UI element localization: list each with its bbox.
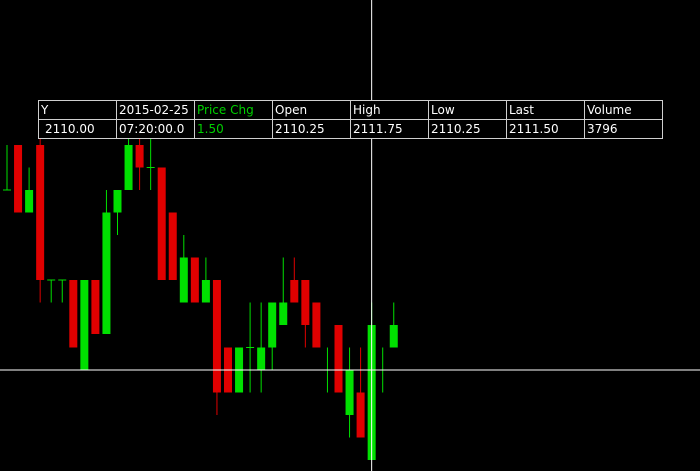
candle	[157, 167, 166, 280]
header-date: 2015-02-25	[116, 100, 195, 120]
candle-body	[290, 280, 299, 303]
candle-body	[190, 257, 199, 303]
candle-body	[25, 190, 34, 213]
candle	[201, 257, 210, 303]
value-volume: 3796	[584, 119, 663, 139]
candle-body	[69, 280, 78, 348]
candle	[179, 235, 188, 303]
candle	[3, 145, 11, 191]
candle	[25, 167, 34, 213]
candle-body	[345, 370, 354, 415]
candle	[190, 257, 199, 303]
candle-body	[36, 145, 45, 280]
candle	[334, 325, 343, 393]
candle-body	[135, 145, 144, 168]
candle	[91, 280, 100, 334]
candle	[113, 190, 122, 235]
value-open: 2110.25	[272, 119, 351, 139]
candle	[257, 302, 266, 393]
header-high: High	[350, 100, 429, 120]
value-last: 2111.50	[506, 119, 585, 139]
candle-body	[157, 167, 166, 280]
candle	[47, 279, 56, 303]
candle-body	[257, 347, 266, 370]
candle	[80, 280, 89, 370]
candle-body	[389, 325, 398, 348]
candle-body	[212, 280, 221, 393]
candle	[246, 302, 255, 393]
value-high: 2111.75	[350, 119, 429, 139]
candle	[168, 212, 177, 280]
candle	[356, 347, 365, 438]
info-value-row: 2110.00 07:20:00.0 1.50 2110.25 2111.75 …	[38, 119, 663, 139]
candle-body	[91, 280, 100, 334]
candle	[69, 280, 78, 348]
value-y: 2110.00	[38, 119, 117, 139]
candle-body	[312, 302, 321, 348]
info-header-row: Y 2015-02-25 Price Chg Open High Low Las…	[38, 100, 663, 120]
candle	[389, 302, 398, 348]
candle-body	[334, 325, 343, 393]
candle	[58, 279, 67, 303]
candle	[36, 122, 45, 303]
candle	[312, 302, 321, 348]
candle-body	[113, 190, 122, 213]
candle-body	[268, 302, 277, 348]
candle-body	[201, 280, 210, 303]
candle	[345, 347, 354, 438]
crosshair-info-table: Y 2015-02-25 Price Chg Open High Low Las…	[38, 100, 663, 139]
candle	[212, 280, 221, 415]
header-y: Y	[38, 100, 117, 120]
candle	[290, 257, 299, 303]
candle-body	[168, 212, 177, 280]
header-volume: Volume	[584, 100, 663, 120]
candle-body	[179, 257, 188, 303]
candle	[279, 257, 288, 325]
candle	[268, 302, 277, 370]
candle	[14, 145, 23, 213]
candle-body	[356, 392, 365, 438]
candle-body	[279, 302, 288, 325]
header-low: Low	[428, 100, 507, 120]
candle-body	[80, 280, 89, 370]
value-time: 07:20:00.0	[116, 119, 195, 139]
candle	[301, 280, 310, 348]
header-last: Last	[506, 100, 585, 120]
header-price-chg: Price Chg	[194, 100, 273, 120]
candle	[102, 190, 111, 334]
candle-body	[102, 212, 111, 334]
value-low: 2110.25	[428, 119, 507, 139]
candle-body	[124, 145, 133, 190]
candle-body	[301, 280, 310, 325]
value-price-chg: 1.50	[194, 119, 273, 139]
header-open: Open	[272, 100, 351, 120]
candle-body	[14, 145, 23, 213]
